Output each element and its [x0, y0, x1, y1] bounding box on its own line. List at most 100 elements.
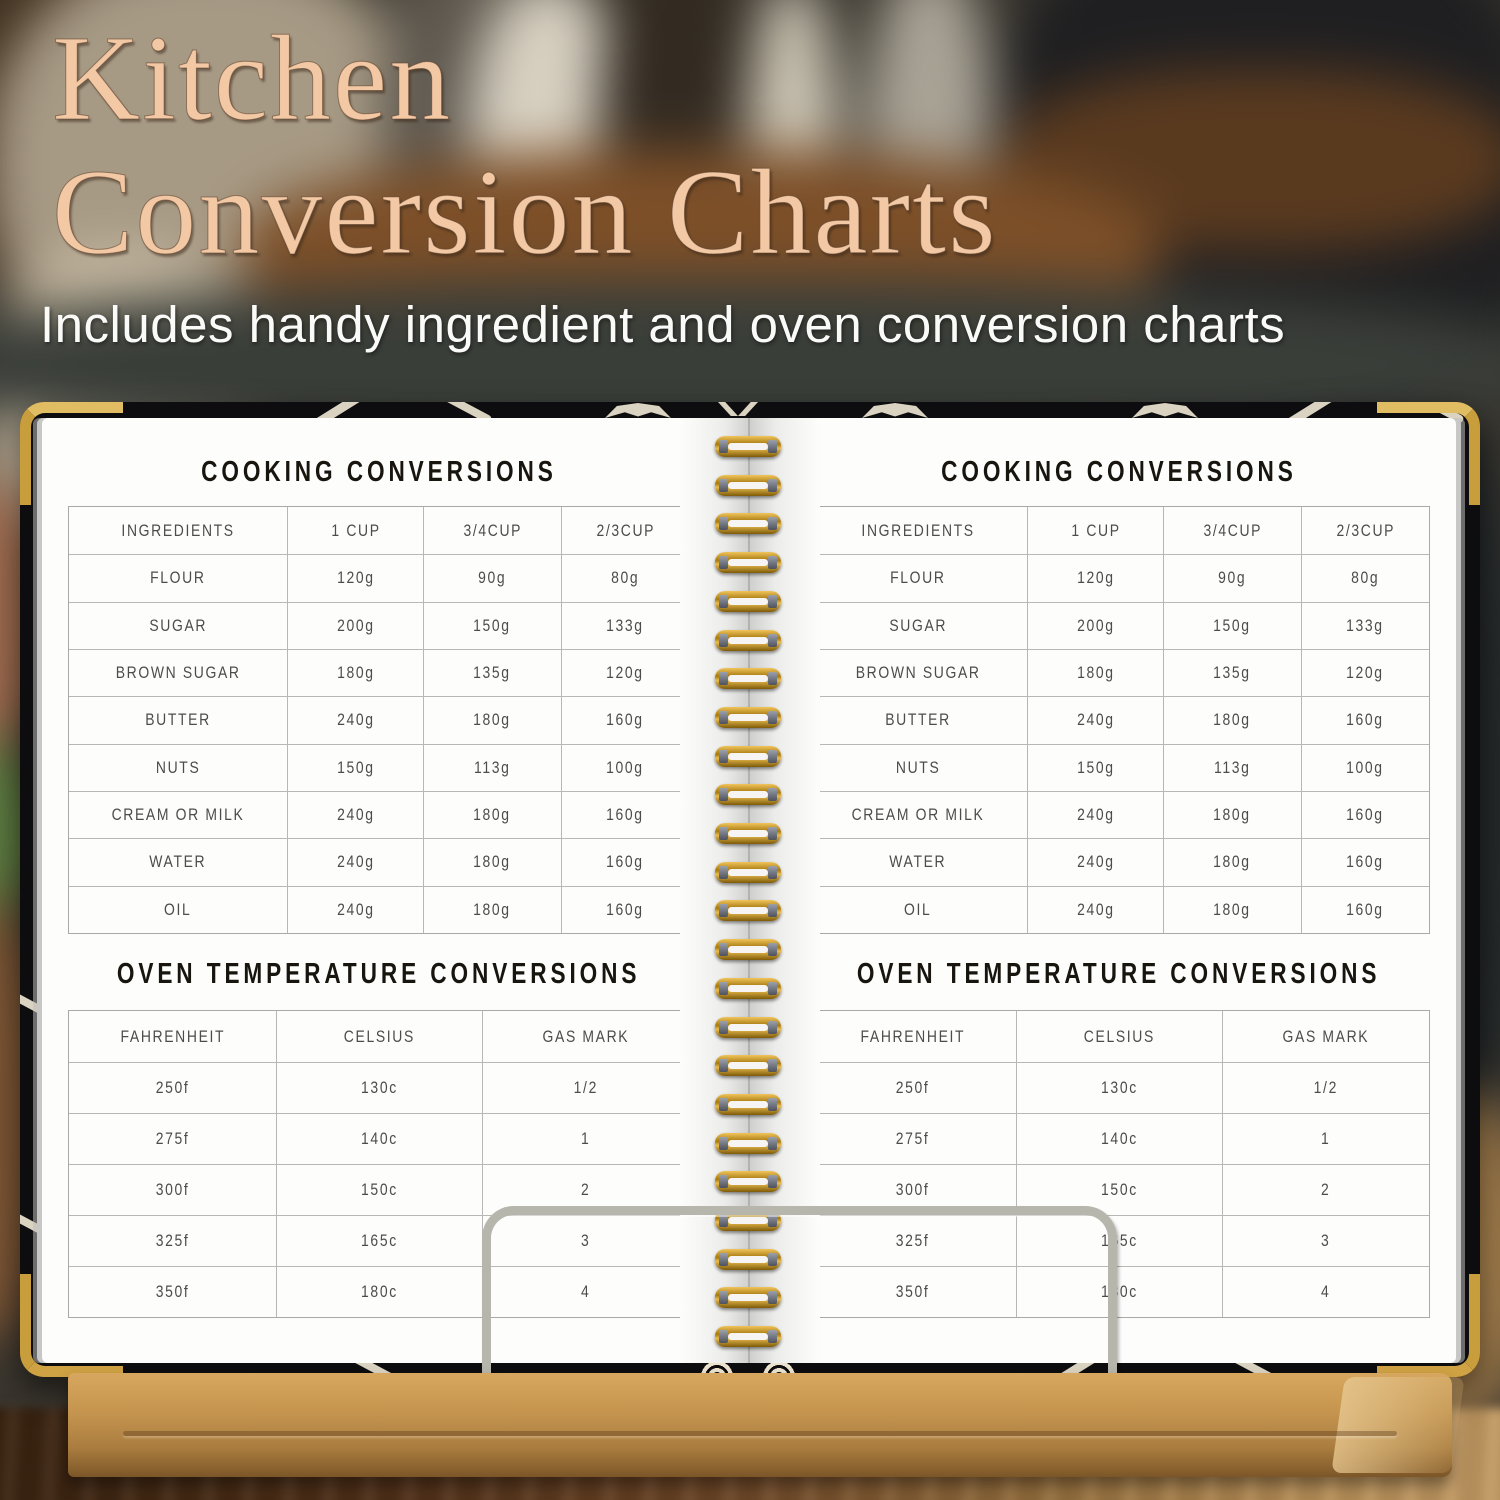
spiral-loop — [715, 861, 781, 883]
spiral-loop-cap — [768, 1214, 777, 1227]
table-cell: 130c — [276, 1062, 482, 1113]
spiral-loop-cap — [768, 1136, 777, 1150]
spiral-loop-cap — [719, 633, 728, 647]
table-header-cell: GAS MARK — [481, 1011, 689, 1062]
spiral-loop — [715, 1016, 781, 1038]
oven-conversions-title-text: OVEN TEMPERATURE CONVERSIONS — [857, 958, 1381, 990]
table-cell: 113g — [423, 743, 561, 791]
spiral-loop-cap — [719, 517, 728, 531]
table-cell: 1 — [1221, 1113, 1429, 1164]
spiral-loop-hole — [728, 1255, 768, 1263]
table-cell: 140c — [276, 1113, 482, 1164]
table-header-cell: 3/4CUP — [1163, 507, 1301, 555]
table-cell: 150c — [1016, 1164, 1222, 1215]
cover-pattern — [605, 403, 671, 418]
table-cell: BUTTER — [69, 696, 288, 743]
spiral-loop — [715, 1132, 781, 1154]
spiral-loop — [715, 552, 781, 574]
table-cell: 180g — [423, 696, 561, 744]
table-cell: 160g — [1300, 696, 1429, 744]
spiral-loop-hole — [728, 791, 768, 799]
cooking-conversions-title: COOKING CONVERSIONS — [782, 456, 1456, 489]
spiral-loop-cap — [719, 1097, 728, 1111]
table-cell: CREAM OR MILK — [809, 790, 1028, 838]
headline-line2: Conversion Charts — [52, 145, 998, 280]
table-cell: WATER — [809, 838, 1028, 885]
spiral-loop-cap — [719, 1252, 728, 1266]
spiral-loop-hole — [728, 675, 768, 683]
table-cell: OIL — [69, 885, 288, 933]
table-cell: 275f — [69, 1113, 277, 1164]
oven-conversions-title-text: OVEN TEMPERATURE CONVERSIONS — [117, 958, 641, 990]
spiral-loop-cap — [719, 827, 728, 840]
table-cell: 133g — [560, 601, 689, 649]
table-cell: 240g — [1027, 696, 1163, 744]
table-cell: 240g — [1027, 885, 1163, 933]
gold-corner — [20, 402, 123, 505]
table-cell: 350f — [809, 1266, 1017, 1317]
spiral-loop-cap — [719, 672, 728, 686]
spiral-loop — [715, 1248, 781, 1270]
cover-pattern — [862, 403, 928, 418]
spiral-loop-cap — [719, 865, 728, 879]
table-cell: FLOUR — [69, 554, 288, 601]
table-cell: 140c — [1016, 1113, 1222, 1164]
table-header-cell: GAS MARK — [1221, 1011, 1429, 1062]
table-cell: 1/2 — [481, 1062, 689, 1113]
spiral-loop-cap — [768, 981, 777, 995]
spiral-loop-cap — [768, 1330, 777, 1344]
table-cell: 350f — [69, 1266, 277, 1317]
spiral-loop-cap — [768, 1059, 777, 1073]
table-cell: 90g — [1163, 554, 1301, 602]
spiral-loop-cap — [768, 1175, 777, 1189]
cooking-conversions-table: INGREDIENTS 1 CUP 3/4CUP 2/3CUP FLOUR 120g 90g… — [808, 506, 1430, 934]
table-cell: 180g — [1163, 885, 1301, 933]
table-cell: 275f — [809, 1113, 1017, 1164]
spiral-loop-cap — [768, 710, 777, 724]
spiral-loop-cap — [768, 827, 777, 840]
spiral-loop-hole — [728, 1062, 768, 1070]
table-cell: 160g — [1300, 838, 1429, 886]
table-cell: 120g — [287, 554, 423, 602]
table-cell: 180g — [423, 885, 561, 933]
table-cell: 80g — [560, 554, 689, 602]
spiral-loop-hole — [728, 636, 768, 644]
table-cell: 180g — [1027, 648, 1163, 697]
table-cell: 4 — [1221, 1266, 1429, 1317]
spiral-loop — [715, 513, 781, 535]
spiral-loop-cap — [719, 710, 728, 724]
table-header-cell: 1 CUP — [287, 507, 423, 555]
table-cell: 325f — [69, 1215, 277, 1266]
spiral-loop-cap — [768, 633, 777, 647]
table-cell: NUTS — [69, 743, 288, 791]
table-cell: 120g — [1300, 648, 1429, 697]
spiral-loop — [715, 977, 781, 999]
spiral-loop-hole — [728, 1294, 768, 1302]
spiral-loop — [715, 1093, 781, 1115]
spiral-loop — [715, 1326, 781, 1348]
spiral-loop — [715, 1171, 781, 1193]
table-cell: 160g — [560, 696, 689, 744]
table-cell: 160g — [560, 790, 689, 839]
spiral-loop-hole — [728, 868, 768, 876]
spiral-loop — [715, 1287, 781, 1309]
spiral-loop — [715, 436, 781, 457]
oven-conversions-title: OVEN TEMPERATURE CONVERSIONS — [782, 958, 1456, 991]
spiral-loop-cap — [719, 749, 728, 763]
table-cell: BUTTER — [809, 696, 1028, 743]
table-header-cell: 3/4CUP — [423, 507, 561, 555]
table-cell: 240g — [1027, 790, 1163, 839]
table-cell: 130c — [1016, 1062, 1222, 1113]
spiral-loop-cap — [719, 904, 728, 918]
spiral-loop-hole — [728, 830, 768, 837]
spiral-loop — [715, 474, 781, 496]
spiral-loop-cap — [719, 556, 728, 570]
spiral-loop-cap — [719, 1214, 728, 1227]
table-cell: 300f — [809, 1164, 1017, 1215]
spiral-loop-cap — [768, 1097, 777, 1111]
spiral-loop-hole — [728, 597, 768, 605]
table-cell: 180g — [287, 648, 423, 697]
cooking-conversions-title-text: COOKING CONVERSIONS — [201, 456, 557, 488]
spiral-loop — [715, 1055, 781, 1077]
headline-subtitle: Includes handy ingredient and oven conve… — [40, 296, 1286, 353]
